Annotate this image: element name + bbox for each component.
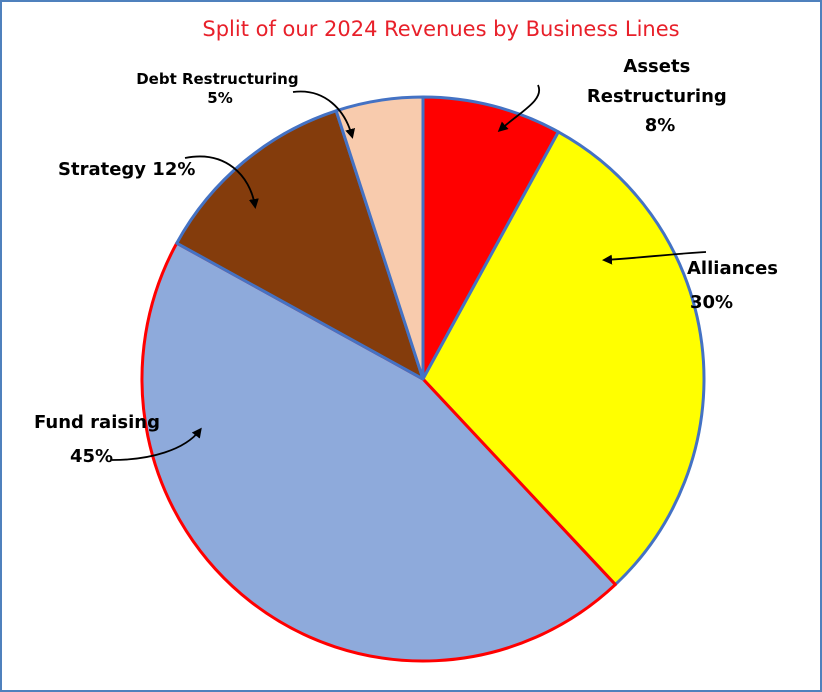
- label-line: Strategy 12%: [58, 159, 195, 180]
- label-line: Fund raising: [34, 412, 160, 433]
- arrow-assets-restructuring: [497, 84, 541, 133]
- slice-strategy: [175, 109, 425, 381]
- slice-fund-raising: [140, 241, 617, 663]
- slice-alliances: [421, 130, 706, 587]
- label-value: 45%: [70, 446, 113, 467]
- label-value: 5%: [207, 89, 232, 107]
- arrow-debt-restructuring: [292, 90, 356, 139]
- arrow-fund-raising: [111, 427, 202, 461]
- arrow-strategy: [184, 155, 259, 209]
- label-line: Restructuring: [587, 86, 727, 107]
- arrow-alliances: [602, 251, 707, 265]
- slice-debt-restructuring: [334, 95, 425, 381]
- label-line: Alliances: [687, 258, 778, 279]
- label-line: Assets: [623, 56, 690, 77]
- label-line: Debt Restructuring: [136, 70, 298, 88]
- label-assets-restructuring: Assets Restructuring 8%: [587, 56, 733, 136]
- label-strategy: Strategy 12%: [58, 159, 195, 180]
- label-fund-raising: Fund raising 45%: [34, 412, 166, 467]
- label-alliances: Alliances 30%: [687, 258, 784, 313]
- chart-title: Split of our 2024 Revenues by Business L…: [202, 17, 679, 41]
- label-debt-restructuring: Debt Restructuring 5%: [136, 70, 304, 107]
- label-value: 8%: [645, 115, 676, 136]
- slice-assets-restructuring: [421, 95, 560, 381]
- label-value: 30%: [690, 292, 733, 313]
